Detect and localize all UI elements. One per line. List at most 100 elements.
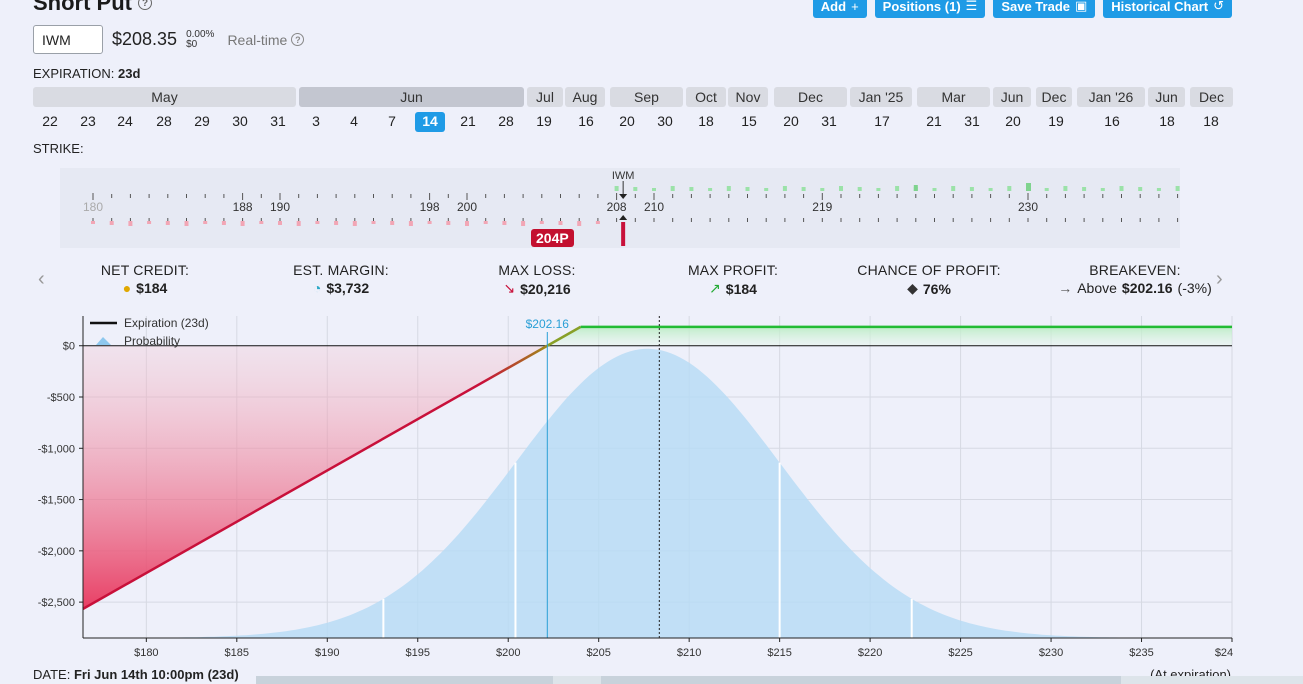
- expiration-day-7[interactable]: 3: [312, 113, 320, 129]
- expiration-day-27[interactable]: 18: [1159, 113, 1175, 129]
- expiration-day-2[interactable]: 24: [117, 113, 133, 129]
- legend-probability-label: Probability: [124, 334, 180, 348]
- expiration-day-20[interactable]: 31: [821, 113, 837, 129]
- list-icon: ☰: [965, 0, 978, 13]
- expiration-month-4[interactable]: Sep: [610, 87, 683, 107]
- payoff-loss-line: [82, 344, 548, 610]
- loss-area: [83, 345, 548, 609]
- payoff-chart[interactable]: $202.16 $180 $185 $190 $195 $200 $205 $210 $215 $…: [0, 308, 1303, 684]
- expiration-month-bar: May Jun Jul Aug Sep Oct Nov Dec Jan '25 Mar Jun Dec…: [33, 87, 1233, 107]
- add-button[interactable]: Add +: [812, 0, 867, 18]
- arrow-right-icon: →: [1058, 280, 1073, 296]
- est-margin-metric: EST. MARGIN: ◔ $3,732: [293, 262, 389, 296]
- expiration-day-22[interactable]: 21: [926, 113, 942, 129]
- underlying-price: $208.35: [112, 29, 178, 49]
- expiration-day-28[interactable]: 18: [1203, 113, 1219, 129]
- expiration-day-10[interactable]: 14: [415, 112, 445, 132]
- positions-button[interactable]: Positions (1) ☰: [874, 0, 986, 18]
- selected-strike-badge[interactable]: 204P: [531, 229, 574, 247]
- strike-tick-label: 198: [420, 200, 440, 214]
- x-tick-label: $235: [1129, 647, 1153, 659]
- expiration-day-1[interactable]: 23: [80, 113, 96, 129]
- expiration-day-9[interactable]: 7: [388, 113, 396, 129]
- arrow-down-right-icon: ↘: [503, 280, 516, 296]
- expiration-day-13[interactable]: 19: [536, 113, 552, 129]
- expiration-day-17[interactable]: 18: [698, 113, 714, 129]
- chevron-left-icon[interactable]: ‹: [38, 268, 45, 290]
- expiration-day-4[interactable]: 29: [194, 113, 210, 129]
- expiration-day-24[interactable]: 20: [1005, 113, 1021, 129]
- x-tick-label: $185: [225, 647, 249, 659]
- current-price-marker: [621, 222, 626, 246]
- expiration-month-7[interactable]: Dec: [774, 87, 847, 107]
- toolbar: Add + Positions (1) ☰ Save Trade ▣ Historic…: [812, 0, 1232, 18]
- breakeven-label: $202.16: [526, 317, 570, 331]
- expiration-day-26[interactable]: 16: [1104, 113, 1120, 129]
- expiration-month-0[interactable]: May: [33, 87, 296, 107]
- expiration-day-11[interactable]: 21: [460, 113, 476, 129]
- expiration-day-21[interactable]: 17: [874, 113, 890, 129]
- expiration-month-9[interactable]: Mar: [917, 87, 990, 107]
- dice-icon: ◆: [907, 280, 918, 296]
- x-tick-label: $24: [1215, 647, 1233, 659]
- max-profit-metric: MAX PROFIT: ↗ $184: [687, 262, 779, 297]
- realtime-toggle[interactable]: Real-time ?: [227, 32, 305, 48]
- chance-of-profit-metric: CHANCE OF PROFIT: ◆ 76%: [857, 262, 1001, 297]
- historical-chart-button[interactable]: Historical Chart ↺: [1103, 0, 1232, 18]
- expiration-month-5[interactable]: Oct: [686, 87, 726, 107]
- chevron-right-icon[interactable]: ›: [1216, 268, 1223, 290]
- symbol-input[interactable]: [33, 25, 103, 54]
- expiration-month-2[interactable]: Jul: [527, 87, 563, 107]
- strike-selector[interactable]: 180188190198200208210219230240IWM: [60, 160, 1180, 250]
- help-icon: ?: [291, 33, 305, 46]
- expiration-month-6[interactable]: Nov: [728, 87, 768, 107]
- plus-icon: +: [851, 0, 859, 14]
- x-tick-label: $215: [767, 647, 791, 659]
- strike-tick-label: 180: [83, 200, 103, 214]
- x-tick-label: $190: [315, 647, 339, 659]
- expiration-day-0[interactable]: 22: [42, 113, 58, 129]
- expiration-day-12[interactable]: 28: [498, 113, 514, 129]
- probability-area: [83, 348, 1232, 638]
- y-tick-label: -$500: [47, 392, 75, 404]
- underlying-marker-label: IWM: [612, 170, 635, 182]
- save-trade-button[interactable]: Save Trade ▣: [993, 0, 1096, 18]
- x-tick-label: $200: [496, 647, 520, 659]
- y-tick-label: -$2,000: [38, 546, 75, 558]
- legend-expiration-label: Expiration (23d): [124, 316, 209, 330]
- expiration-month-11[interactable]: Dec: [1036, 87, 1072, 107]
- arrow-up-right-icon: ↗: [709, 280, 721, 296]
- coins-icon: ●: [122, 280, 132, 296]
- help-icon[interactable]: ?: [138, 0, 152, 10]
- taskbar: [256, 676, 1303, 684]
- expiration-month-1[interactable]: Jun: [299, 87, 524, 107]
- expiration-month-10[interactable]: Jun: [993, 87, 1031, 107]
- expiration-month-13[interactable]: Jun: [1148, 87, 1185, 107]
- x-tick-label: $180: [134, 647, 158, 659]
- expiration-day-16[interactable]: 30: [657, 113, 673, 129]
- x-tick-label: $225: [948, 647, 972, 659]
- metrics-bar: NET CREDIT: ● $184 EST. MARGIN: ◔ $3,732 M…: [60, 262, 1230, 297]
- strike-tick-label: 188: [233, 200, 253, 214]
- expiration-day-8[interactable]: 4: [350, 113, 358, 129]
- date-label: DATE: Fri Jun 14th 10:00pm (23d): [33, 667, 239, 682]
- expiration-day-5[interactable]: 30: [232, 113, 248, 129]
- underlying-marker-icon: [619, 194, 628, 199]
- expiration-day-6[interactable]: 31: [270, 113, 286, 129]
- expiration-day-15[interactable]: 20: [619, 113, 635, 129]
- expiration-day-14[interactable]: 16: [578, 113, 594, 129]
- net-credit-metric: NET CREDIT: ● $184: [100, 262, 190, 296]
- expiration-day-25[interactable]: 19: [1048, 113, 1064, 129]
- expiration-day-3[interactable]: 28: [156, 113, 172, 129]
- expiration-month-8[interactable]: Jan '25: [850, 87, 912, 107]
- legend-probability-swatch: [96, 337, 111, 345]
- breakeven-metric: BREAKEVEN: → Above $202.16 (-3%): [1058, 262, 1212, 296]
- expiration-month-12[interactable]: Jan '26: [1077, 87, 1145, 107]
- expiration-day-23[interactable]: 31: [964, 113, 980, 129]
- max-loss-metric: MAX LOSS: ↘ $20,216: [498, 262, 576, 297]
- expiration-day-18[interactable]: 15: [741, 113, 757, 129]
- strike-tick-label: 219: [812, 200, 832, 214]
- expiration-month-3[interactable]: Aug: [565, 87, 605, 107]
- expiration-day-19[interactable]: 20: [783, 113, 799, 129]
- expiration-month-14[interactable]: Dec: [1190, 87, 1233, 107]
